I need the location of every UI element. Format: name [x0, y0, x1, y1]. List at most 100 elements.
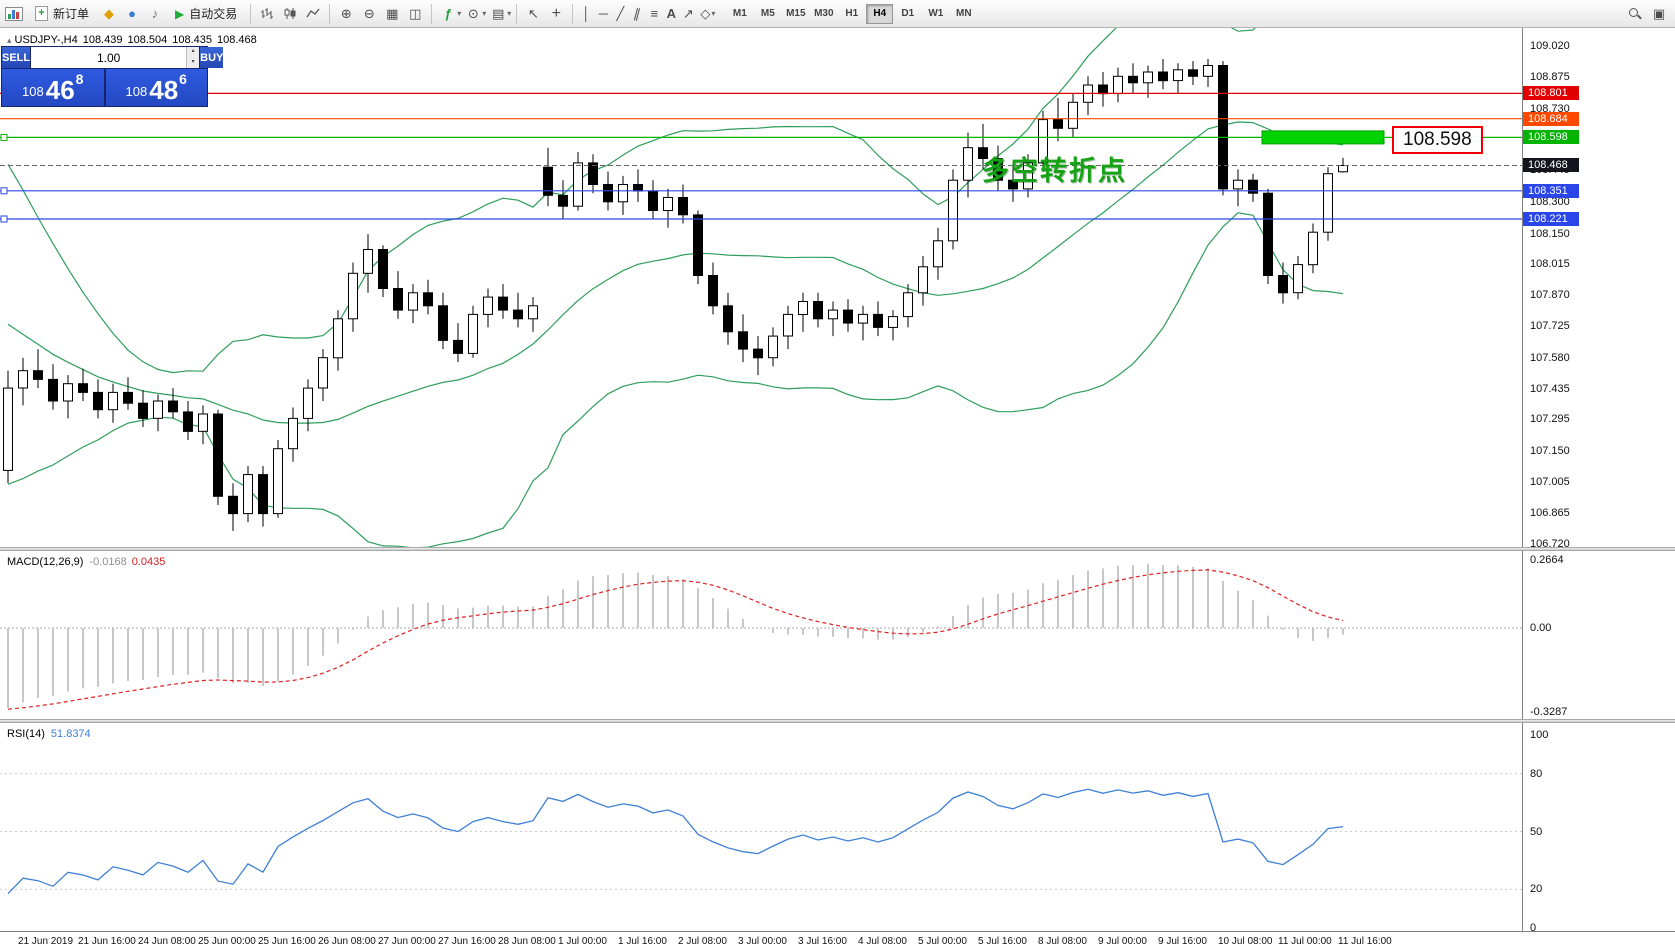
rsi-panel[interactable] [0, 723, 1522, 931]
timeframe-button-m15[interactable]: M15 [782, 4, 809, 24]
data-window-icon[interactable]: ▣ [1652, 5, 1666, 21]
candle-body [813, 301, 823, 320]
autotrading-button[interactable]: ▶ 自动交易 [167, 3, 245, 25]
candle-body [228, 495, 238, 515]
grid-icon[interactable]: ▦ [386, 5, 399, 21]
collapse-icon[interactable]: ▴ [7, 35, 12, 45]
candle-body [573, 162, 583, 207]
candle-body [108, 391, 118, 411]
window-splitter[interactable] [0, 719, 1675, 723]
timeframe-button-d1[interactable]: D1 [894, 4, 921, 24]
timeframe-button-w1[interactable]: W1 [922, 4, 949, 24]
rsi-scale-tick: 80 [1530, 767, 1543, 780]
window-splitter[interactable] [0, 547, 1675, 551]
buy-button[interactable]: BUY [200, 47, 224, 68]
new-order-button[interactable]: + 新订单 [27, 3, 97, 25]
time-axis[interactable]: 21 Jun 2019 21 Jun 16:00 24 Jun 08:00 25 Ju… [0, 931, 1675, 951]
time-tick: 27 Jun 16:00 [438, 936, 496, 947]
price-badge-108.468[interactable]: 108.468 [1523, 158, 1579, 173]
buy-price[interactable]: 108 48 6 [105, 69, 207, 106]
price-tick: 107.870 [1530, 288, 1570, 301]
periods-icon[interactable]: ⊙ [467, 5, 479, 21]
candle-body [93, 391, 103, 411]
tile-windows-icon[interactable]: ◫ [409, 5, 422, 21]
sell-price[interactable]: 108 46 8 [2, 69, 104, 106]
macd-scale-tick: 0.00 [1530, 622, 1552, 635]
toolbar: + 新订单 ◆ ● ♪ ▶ 自动交易 ⊕ ⊖ ▦ ◫ ƒ ▾ ⊙ ▾ ▤ ▾ ↖ + … [0, 0, 1675, 28]
indicators-icon[interactable]: ƒ [444, 6, 452, 21]
text-icon[interactable]: A [666, 6, 676, 21]
candle-body [1263, 192, 1273, 276]
trendline-icon[interactable]: ╱ [616, 5, 625, 21]
highlight-rectangle[interactable] [1261, 130, 1385, 145]
time-tick: 9 Jul 16:00 [1158, 936, 1207, 947]
candle-body [1008, 179, 1018, 190]
candle-body [348, 272, 358, 320]
candle-body [3, 387, 13, 471]
timeframe-button-m30[interactable]: M30 [810, 4, 837, 24]
sound-icon[interactable]: ♪ [151, 6, 159, 21]
fibonacci-icon[interactable]: ≡ [650, 6, 659, 21]
autotrading-label: 自动交易 [189, 7, 238, 21]
timeframe-button-m1[interactable]: M1 [726, 4, 753, 24]
macd-panel[interactable] [0, 551, 1522, 719]
zoom-out-icon[interactable]: ⊖ [363, 5, 375, 21]
line-handle[interactable] [0, 133, 8, 141]
chevron-down-icon[interactable]: ▾ [711, 9, 716, 18]
time-tick: 5 Jul 00:00 [918, 936, 967, 947]
timeframe-button-mn[interactable]: MN [950, 4, 977, 24]
volume-up-button[interactable]: ▴ [187, 47, 200, 58]
cursor-icon[interactable]: ↖ [527, 5, 539, 21]
candle-body [468, 313, 478, 354]
candle-body [1143, 71, 1153, 84]
candle-body [33, 370, 43, 380]
profile-icon[interactable]: ● [128, 6, 136, 21]
candle-body [453, 339, 463, 354]
timeframe-button-h1[interactable]: H1 [838, 4, 865, 24]
volume-input[interactable] [31, 47, 187, 68]
price-tick: 107.435 [1530, 383, 1570, 396]
rsi-scale-tick: 0 [1530, 922, 1537, 934]
metaeditor-icon[interactable]: ◆ [104, 5, 115, 21]
volume-down-button[interactable]: ▾ [187, 57, 200, 68]
sell-button[interactable]: SELL [2, 47, 31, 68]
rsi-scale-tick: 100 [1530, 729, 1549, 741]
price-badge-108.351[interactable]: 108.351 [1523, 183, 1579, 198]
horizontal-line-icon[interactable]: ─ [598, 6, 608, 21]
line-handle[interactable] [0, 215, 8, 223]
highlight-price-label[interactable]: 108.598 [1392, 126, 1483, 154]
price-badge-108.221[interactable]: 108.221 [1523, 211, 1579, 226]
chart-text-annotation[interactable]: 多空转折点 [982, 156, 1127, 186]
chart-ohlc-header: ▴ USDJPY-,H4 108.439 108.504 108.435 108.468 [7, 34, 262, 46]
line-handle[interactable] [0, 187, 8, 195]
candle-body [1233, 179, 1243, 190]
search-icon[interactable] [1624, 3, 1646, 25]
channel-icon[interactable]: ∥ [632, 4, 643, 22]
main-chart-panel[interactable] [0, 28, 1522, 547]
bar-chart-icon[interactable] [256, 3, 278, 25]
zoom-in-icon[interactable]: ⊕ [340, 5, 352, 21]
chevron-down-icon[interactable]: ▾ [457, 9, 462, 18]
arrows-icon[interactable]: ↗ [682, 5, 694, 21]
timeframe-button-h4[interactable]: H4 [866, 3, 894, 24]
macd-scale-tick: 0.2664 [1530, 554, 1564, 566]
candlestick-chart-icon[interactable] [279, 3, 301, 25]
vertical-line-icon[interactable]: │ [582, 6, 591, 21]
shapes-icon[interactable]: ◇ [700, 5, 711, 21]
price-badge-108.801[interactable]: 108.801 [1523, 86, 1579, 101]
timeframe-button-m5[interactable]: M5 [754, 4, 781, 24]
toolbar-separator [431, 3, 433, 24]
crosshair-icon[interactable]: + [551, 4, 561, 22]
line-chart-icon[interactable] [302, 3, 324, 25]
price-scale[interactable]: 0.2664 0.00 -0.3287 100 80 50 20 0 109.020 108.87… [1522, 28, 1675, 934]
candle-body [1053, 119, 1063, 129]
price-badge-108.684[interactable]: 108.684 [1523, 111, 1579, 126]
chevron-down-icon[interactable]: ▾ [507, 9, 512, 18]
templates-icon[interactable]: ▤ [492, 5, 505, 21]
sell-price-big-figure: 108 [22, 84, 44, 100]
price-badge-108.598[interactable]: 108.598 [1523, 130, 1579, 145]
chevron-down-icon[interactable]: ▾ [482, 9, 487, 18]
sell-price-pips: 46 [45, 75, 75, 105]
candle-body [1098, 84, 1108, 95]
candle-body [123, 391, 133, 404]
